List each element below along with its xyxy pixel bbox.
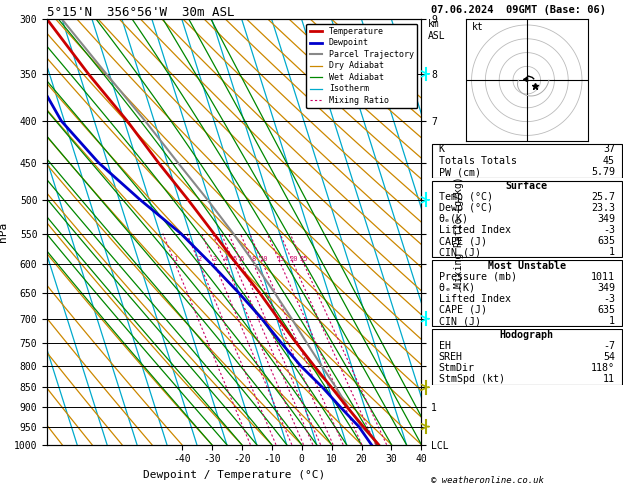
Text: 349: 349 xyxy=(597,214,615,224)
Legend: Temperature, Dewpoint, Parcel Trajectory, Dry Adiabat, Wet Adiabat, Isotherm, Mi: Temperature, Dewpoint, Parcel Trajectory… xyxy=(306,24,417,108)
FancyBboxPatch shape xyxy=(432,181,621,257)
Text: 45: 45 xyxy=(603,156,615,166)
Text: θₑ(K): θₑ(K) xyxy=(438,214,469,224)
FancyBboxPatch shape xyxy=(432,330,621,384)
Text: Hodograph: Hodograph xyxy=(500,330,554,340)
Text: CAPE (J): CAPE (J) xyxy=(438,236,487,246)
Text: 25.7: 25.7 xyxy=(591,192,615,202)
Text: Most Unstable: Most Unstable xyxy=(487,260,566,271)
Y-axis label: hPa: hPa xyxy=(0,222,8,242)
Text: K: K xyxy=(438,144,445,154)
Text: θₑ (K): θₑ (K) xyxy=(438,283,474,293)
Text: 1: 1 xyxy=(174,256,177,262)
Text: StmSpd (kt): StmSpd (kt) xyxy=(438,374,504,384)
Text: -3: -3 xyxy=(603,294,615,304)
FancyBboxPatch shape xyxy=(432,260,621,326)
Text: kt: kt xyxy=(472,22,483,33)
Text: -7: -7 xyxy=(603,341,615,351)
Text: 11: 11 xyxy=(603,374,615,384)
Text: 349: 349 xyxy=(597,283,615,293)
Text: 37: 37 xyxy=(603,144,615,154)
Text: Mixing Ratio (g/kg): Mixing Ratio (g/kg) xyxy=(454,176,464,288)
Text: 23.3: 23.3 xyxy=(591,203,615,213)
Text: 5°15'N  356°56'W  30m ASL: 5°15'N 356°56'W 30m ASL xyxy=(47,6,235,19)
Text: 20: 20 xyxy=(289,256,298,262)
Text: 1: 1 xyxy=(609,247,615,257)
Text: Lifted Index: Lifted Index xyxy=(438,225,511,235)
Text: 07.06.2024  09GMT (Base: 06): 07.06.2024 09GMT (Base: 06) xyxy=(431,4,606,15)
Text: EH: EH xyxy=(438,341,450,351)
Text: Pressure (mb): Pressure (mb) xyxy=(438,272,516,282)
Text: km
ASL: km ASL xyxy=(428,19,445,41)
Text: 635: 635 xyxy=(597,236,615,246)
Text: SREH: SREH xyxy=(438,352,462,362)
Text: -3: -3 xyxy=(603,225,615,235)
Text: 118°: 118° xyxy=(591,363,615,373)
Text: 635: 635 xyxy=(597,305,615,315)
Text: CAPE (J): CAPE (J) xyxy=(438,305,487,315)
Text: Totals Totals: Totals Totals xyxy=(438,156,516,166)
Text: Dewp (°C): Dewp (°C) xyxy=(438,203,493,213)
Text: 1: 1 xyxy=(609,316,615,326)
Text: StmDir: StmDir xyxy=(438,363,474,373)
Text: 54: 54 xyxy=(603,352,615,362)
Text: PW (cm): PW (cm) xyxy=(438,167,481,177)
Text: Surface: Surface xyxy=(506,181,548,191)
Text: Lifted Index: Lifted Index xyxy=(438,294,511,304)
Text: 1011: 1011 xyxy=(591,272,615,282)
Text: CIN (J): CIN (J) xyxy=(438,316,481,326)
Text: 4: 4 xyxy=(224,256,228,262)
FancyBboxPatch shape xyxy=(432,143,621,178)
Text: 25: 25 xyxy=(300,256,308,262)
Text: 8: 8 xyxy=(252,256,256,262)
Text: 3: 3 xyxy=(213,256,217,262)
Text: CIN (J): CIN (J) xyxy=(438,247,481,257)
Text: 15: 15 xyxy=(277,256,285,262)
X-axis label: Dewpoint / Temperature (°C): Dewpoint / Temperature (°C) xyxy=(143,470,325,480)
Text: Temp (°C): Temp (°C) xyxy=(438,192,493,202)
Text: © weatheronline.co.uk: © weatheronline.co.uk xyxy=(431,476,543,485)
Text: 5.79: 5.79 xyxy=(591,167,615,177)
Text: 2: 2 xyxy=(198,256,202,262)
Text: 6: 6 xyxy=(240,256,244,262)
Text: 10: 10 xyxy=(259,256,267,262)
Text: 5: 5 xyxy=(232,256,237,262)
